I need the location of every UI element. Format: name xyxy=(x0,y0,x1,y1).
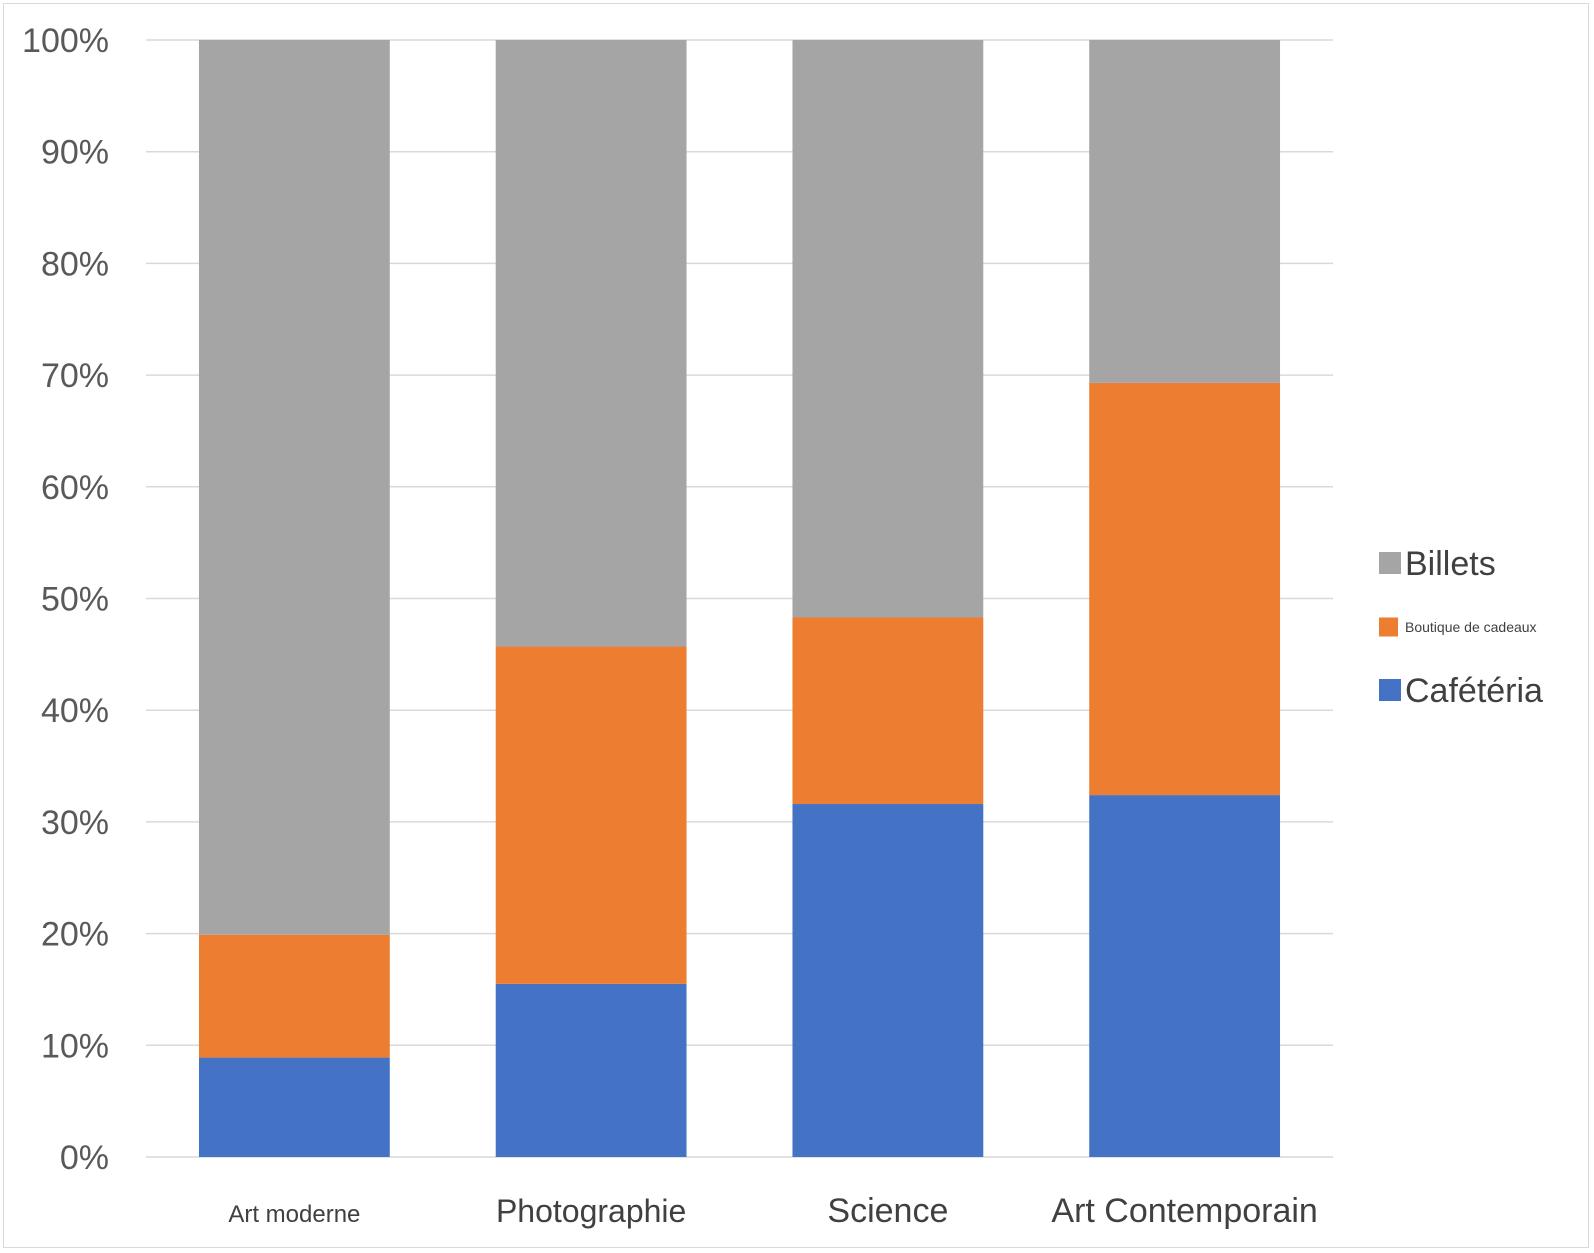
legend-label: Cafétéria xyxy=(1405,672,1543,710)
y-tick-label: 100% xyxy=(22,22,109,60)
bar-segment-boutique-de-cadeaux xyxy=(495,646,687,984)
x-tick-label: Art moderne xyxy=(228,1201,360,1228)
y-tick-label: 30% xyxy=(41,804,109,842)
x-axis-labels: Art moderne Photographie Science Art Contem… xyxy=(228,1192,1318,1230)
y-tick-label: 20% xyxy=(41,916,109,954)
x-tick-label: Science xyxy=(827,1192,948,1230)
legend-swatch xyxy=(1379,679,1401,701)
bar-segment-caf-t-ria xyxy=(495,983,687,1157)
legend-label: Boutique de cadeaux xyxy=(1405,619,1537,635)
y-tick-label: 0% xyxy=(60,1139,109,1177)
y-tick-label: 10% xyxy=(41,1027,109,1065)
y-tick-label: 70% xyxy=(41,357,109,395)
bars xyxy=(198,40,1281,1157)
x-tick-label: Art Contemporain xyxy=(1051,1192,1317,1230)
y-tick-label: 80% xyxy=(41,245,109,283)
x-tick-label: Photographie xyxy=(496,1193,686,1229)
legend-label: Billets xyxy=(1405,545,1496,583)
bar-segment-billets xyxy=(495,40,687,647)
bar-segment-caf-t-ria xyxy=(1089,795,1281,1157)
legend-swatch xyxy=(1379,617,1398,637)
bar-segment-billets xyxy=(1089,40,1281,383)
legend-swatch xyxy=(1379,552,1401,574)
bar-segment-caf-t-ria xyxy=(792,804,984,1157)
bar-segment-caf-t-ria xyxy=(198,1057,390,1157)
bar-segment-boutique-de-cadeaux xyxy=(792,617,984,805)
bar-segment-boutique-de-cadeaux xyxy=(198,934,390,1058)
y-tick-label: 60% xyxy=(41,469,109,507)
bar-segment-billets xyxy=(792,40,984,618)
legend: Billets Boutique de cadeaux Cafétéria xyxy=(1379,545,1543,710)
y-tick-label: 40% xyxy=(41,692,109,730)
y-axis-ticks: 0% 10% 20% 30% 40% 50% 60% 70% 80% 90% 100% xyxy=(22,22,109,1177)
y-tick-label: 90% xyxy=(41,134,109,172)
bar-segment-billets xyxy=(198,40,390,935)
bar-segment-boutique-de-cadeaux xyxy=(1089,382,1281,796)
y-tick-label: 50% xyxy=(41,581,109,619)
